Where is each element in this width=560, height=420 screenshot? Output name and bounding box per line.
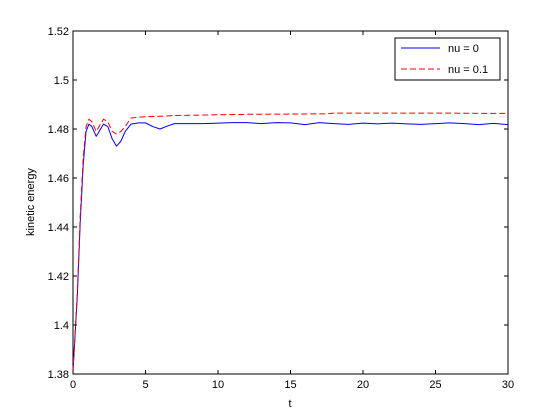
- legend: nu = 0 nu = 0.1: [394, 37, 501, 81]
- y-tick-label: 1.52: [48, 26, 69, 38]
- tick-layer: 0 5 10 15 20 25 30 1.38 1.4 1.42 1.44 1.46 1.48 1.5 1.…: [48, 26, 515, 391]
- series-line-nu-0.1: [72, 112, 508, 372]
- legend-label-nu-0: nu = 0: [448, 43, 479, 55]
- y-tick-label: 1.46: [48, 173, 69, 185]
- x-tick-label: 5: [142, 379, 148, 391]
- y-tick-label: 1.44: [48, 222, 69, 234]
- x-axis-label: t: [288, 398, 291, 410]
- y-tick-label: 1.42: [48, 271, 69, 283]
- x-tick-label: 15: [284, 379, 296, 391]
- x-tick-label: 0: [70, 379, 76, 391]
- y-tick-label: 1.38: [48, 369, 69, 381]
- x-tick-label: 20: [357, 379, 369, 391]
- x-tick-label: 25: [429, 379, 441, 391]
- series-line-nu-0: [72, 122, 509, 372]
- y-tick-label: 1.4: [54, 320, 69, 332]
- y-tick-label: 1.5: [54, 75, 69, 87]
- legend-box: [394, 37, 501, 81]
- plot-area: [72, 30, 509, 375]
- legend-label-nu-0.1: nu = 0.1: [448, 64, 488, 76]
- x-tick-label: 10: [212, 379, 224, 391]
- x-tick-label: 30: [502, 379, 514, 391]
- series-layer: [72, 112, 509, 372]
- y-tick-label: 1.48: [48, 124, 69, 136]
- y-axis-label: kinetic energy: [25, 168, 37, 236]
